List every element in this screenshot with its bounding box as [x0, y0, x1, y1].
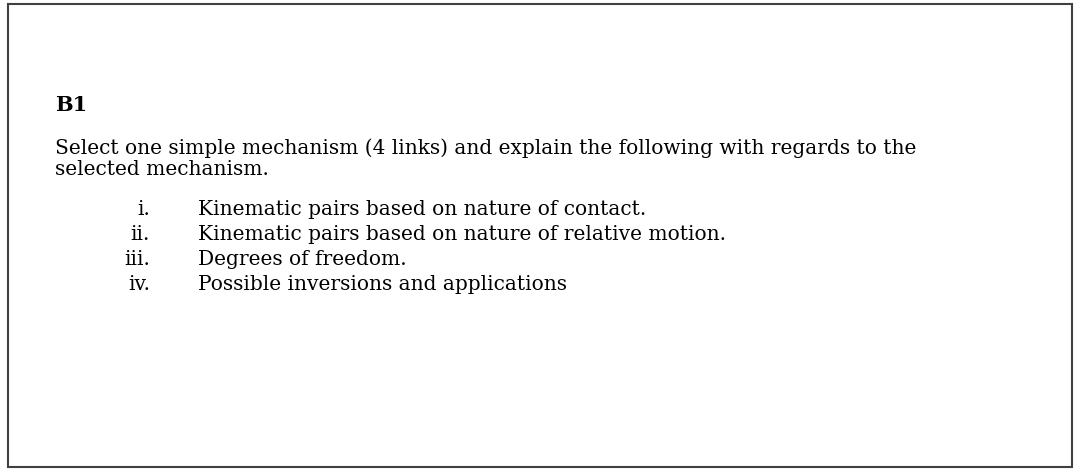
Text: iv.: iv. [129, 275, 150, 294]
Text: Possible inversions and applications: Possible inversions and applications [198, 275, 567, 294]
Text: Kinematic pairs based on nature of contact.: Kinematic pairs based on nature of conta… [198, 200, 646, 219]
Text: Degrees of freedom.: Degrees of freedom. [198, 250, 407, 269]
Text: Kinematic pairs based on nature of relative motion.: Kinematic pairs based on nature of relat… [198, 225, 726, 244]
Text: ii.: ii. [131, 225, 150, 244]
Text: B1: B1 [55, 95, 87, 115]
Text: i.: i. [137, 200, 150, 219]
Text: iii.: iii. [124, 250, 150, 269]
Text: Select one simple mechanism (4 links) and explain the following with regards to : Select one simple mechanism (4 links) an… [55, 138, 916, 158]
Text: selected mechanism.: selected mechanism. [55, 160, 269, 179]
